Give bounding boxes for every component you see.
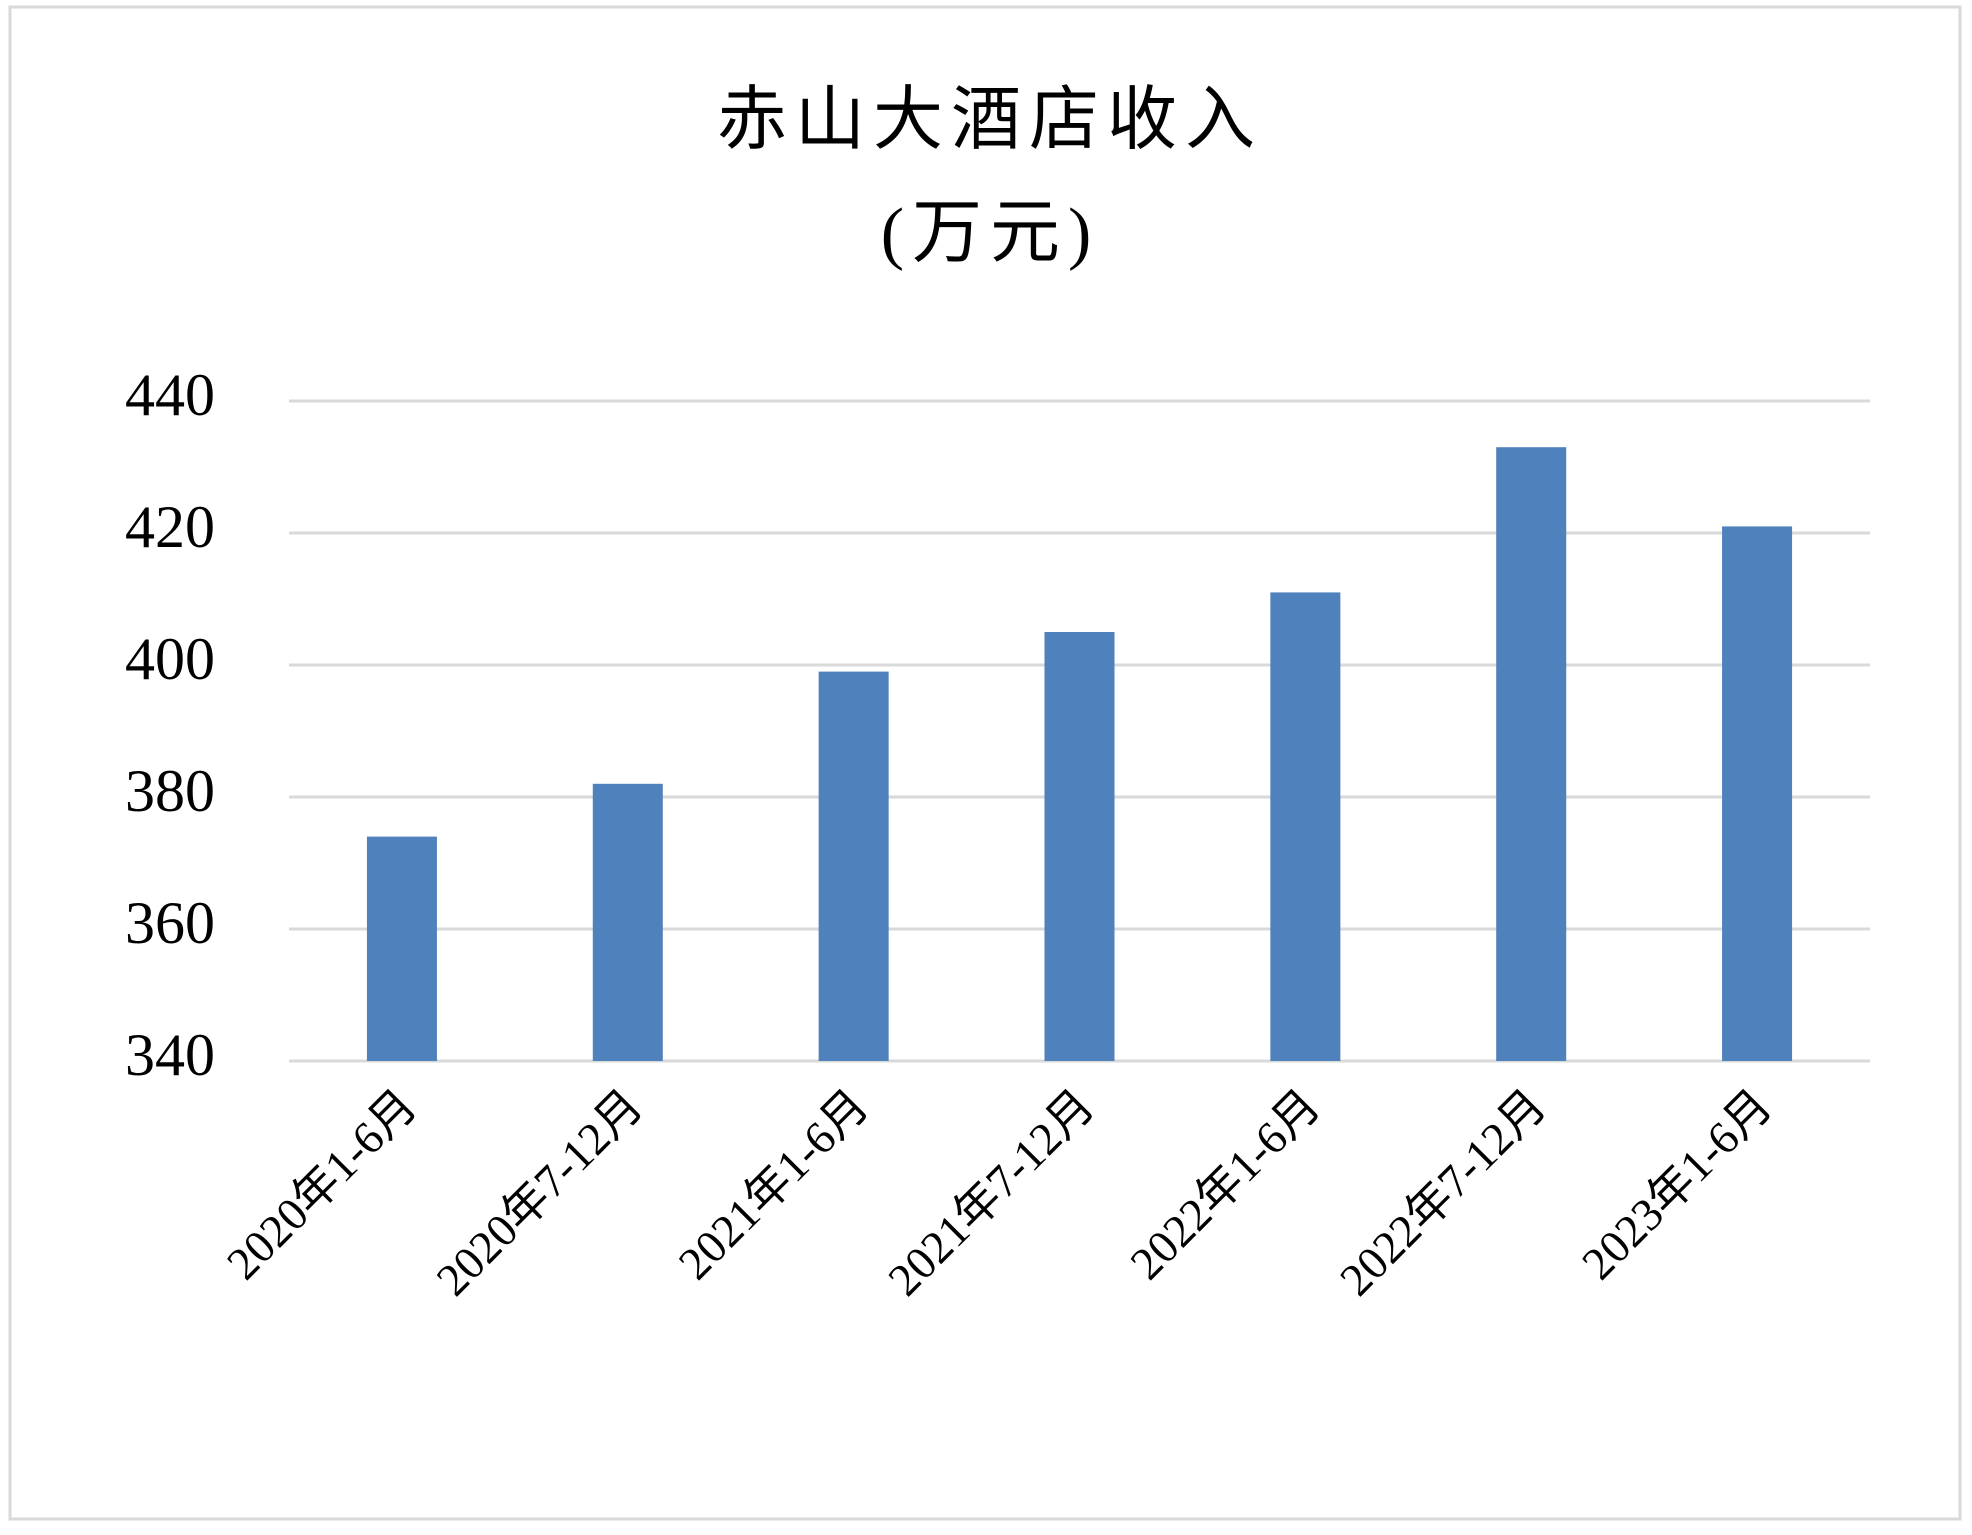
bar xyxy=(592,783,663,1061)
chart-border xyxy=(8,5,1962,1521)
bar xyxy=(1270,592,1341,1061)
bar xyxy=(1496,447,1567,1061)
bar xyxy=(1044,632,1115,1061)
y-tick-label: 340 xyxy=(125,1022,215,1088)
y-tick-label: 400 xyxy=(125,626,215,692)
y-tick-label: 440 xyxy=(125,362,215,428)
bar xyxy=(366,836,437,1061)
chart-title: 赤山大酒店收入 xyxy=(717,82,1263,159)
y-tick-label: 420 xyxy=(125,494,215,560)
y-tick-label: 360 xyxy=(125,890,215,956)
bar xyxy=(818,671,889,1061)
bar xyxy=(1722,526,1793,1061)
y-tick-label: 380 xyxy=(125,758,215,824)
chart-subtitle: (万元) xyxy=(881,195,1100,272)
